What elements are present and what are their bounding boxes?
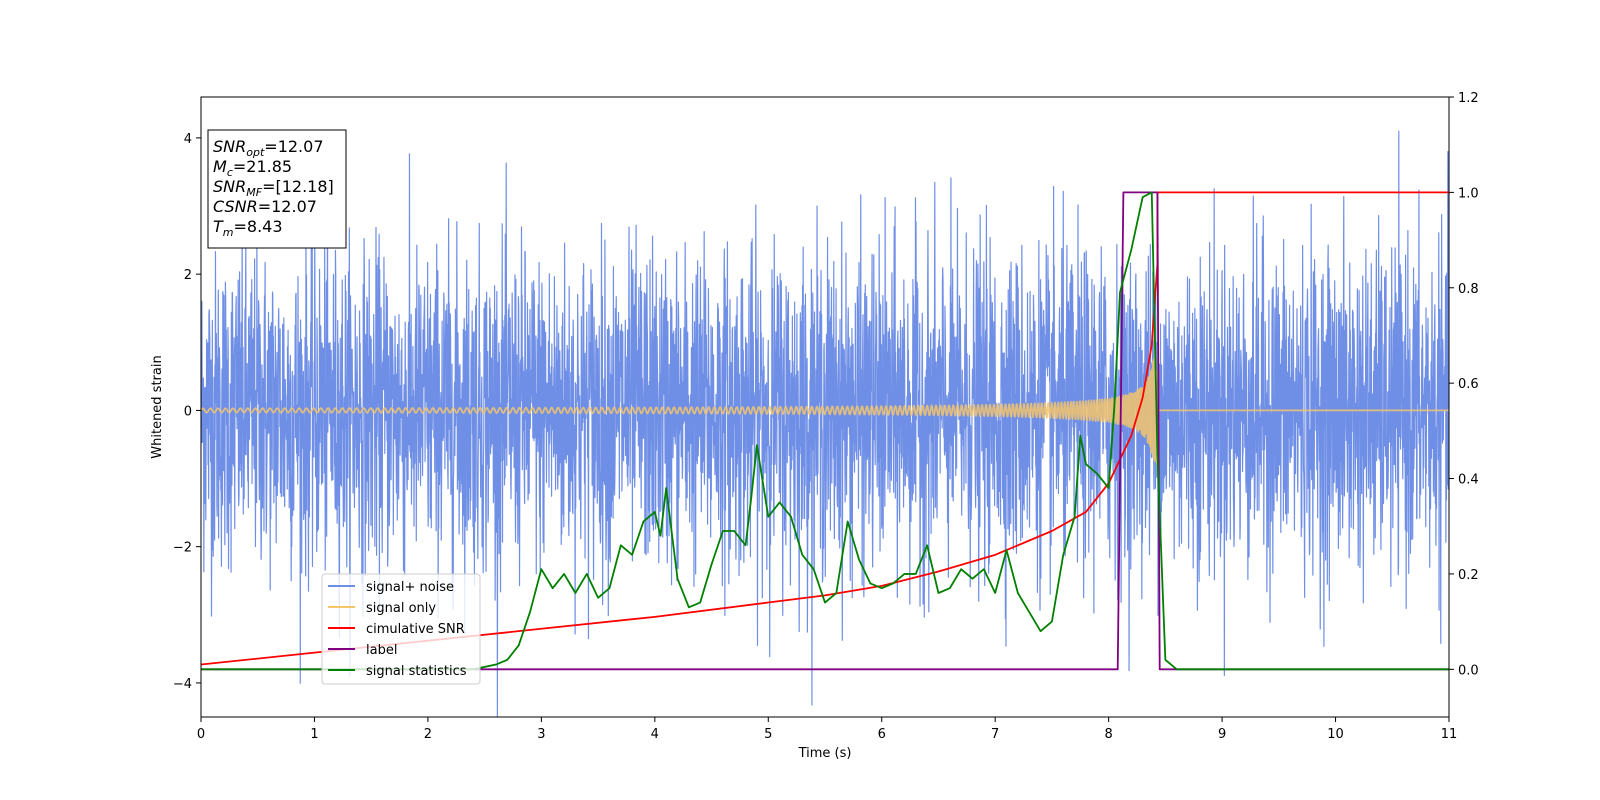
- y2-tick-label: 0.0: [1458, 663, 1479, 678]
- legend-label: signal+ noise: [366, 580, 454, 595]
- legend-label: label: [366, 643, 397, 658]
- legend-label: signal statistics: [366, 664, 467, 679]
- y-axis-right: 0.0 0.2 0.4 0.6 0.8 1.0 1.2: [1449, 91, 1479, 678]
- legend-label: signal only: [366, 601, 436, 616]
- x-tick-label: 10: [1327, 727, 1344, 742]
- plot-frame: [200, 96, 1450, 718]
- series-layer: [201, 130, 1449, 717]
- y-tick-label: 0: [184, 404, 192, 419]
- x-tick-label: 8: [1104, 727, 1112, 742]
- x-tick-label: 4: [651, 727, 659, 742]
- x-tick-label: 11: [1441, 727, 1458, 742]
- y-tick-label: −4: [173, 677, 192, 692]
- info-line: SNRMF=[12.18]: [213, 177, 334, 199]
- series-line: [201, 191, 1449, 671]
- x-tick-label: 1: [310, 727, 318, 742]
- y2-tick-label: 1.2: [1458, 91, 1479, 106]
- y-tick-label: −2: [173, 541, 192, 556]
- series-line: [201, 191, 1449, 666]
- y2-tick-label: 0.2: [1458, 568, 1479, 583]
- info-line: SNRopt=12.07: [213, 137, 324, 159]
- series-line: [201, 339, 1449, 465]
- y-tick-label: 4: [184, 132, 192, 147]
- x-tick-label: 9: [1218, 727, 1226, 742]
- y-axis-label: Whitened strain: [150, 355, 165, 458]
- info-box: SNRopt=12.07Mc=21.85SNRMF=[12.18]CSNR=12…: [207, 129, 347, 249]
- info-line: CSNR=12.07: [213, 197, 317, 216]
- info-line: Tm=8.43: [213, 217, 283, 239]
- x-axis: 0 1 2 3 4 5 6 7 8 9 10 11: [197, 717, 1457, 742]
- y2-tick-label: 0.8: [1458, 282, 1479, 297]
- legend: signal+ noise signal only cimulative SNR la…: [321, 573, 481, 685]
- y2-tick-label: 0.4: [1458, 473, 1479, 488]
- legend-frame: [321, 573, 481, 685]
- y-tick-label: 2: [184, 268, 192, 283]
- x-axis-label: Time (s): [798, 746, 852, 761]
- y2-tick-label: 0.6: [1458, 377, 1479, 392]
- x-tick-label: 7: [991, 727, 999, 742]
- info-line: Mc=21.85: [213, 157, 292, 179]
- legend-label: cimulative SNR: [366, 622, 465, 637]
- x-tick-label: 2: [424, 727, 432, 742]
- info-box-frame: [207, 129, 347, 249]
- x-tick-label: 5: [764, 727, 772, 742]
- x-tick-label: 6: [878, 727, 886, 742]
- y-axis-left: −4 −2 0 2 4: [173, 132, 201, 692]
- y2-tick-label: 1.0: [1458, 186, 1479, 201]
- x-tick-label: 0: [197, 727, 205, 742]
- x-tick-label: 3: [537, 727, 545, 742]
